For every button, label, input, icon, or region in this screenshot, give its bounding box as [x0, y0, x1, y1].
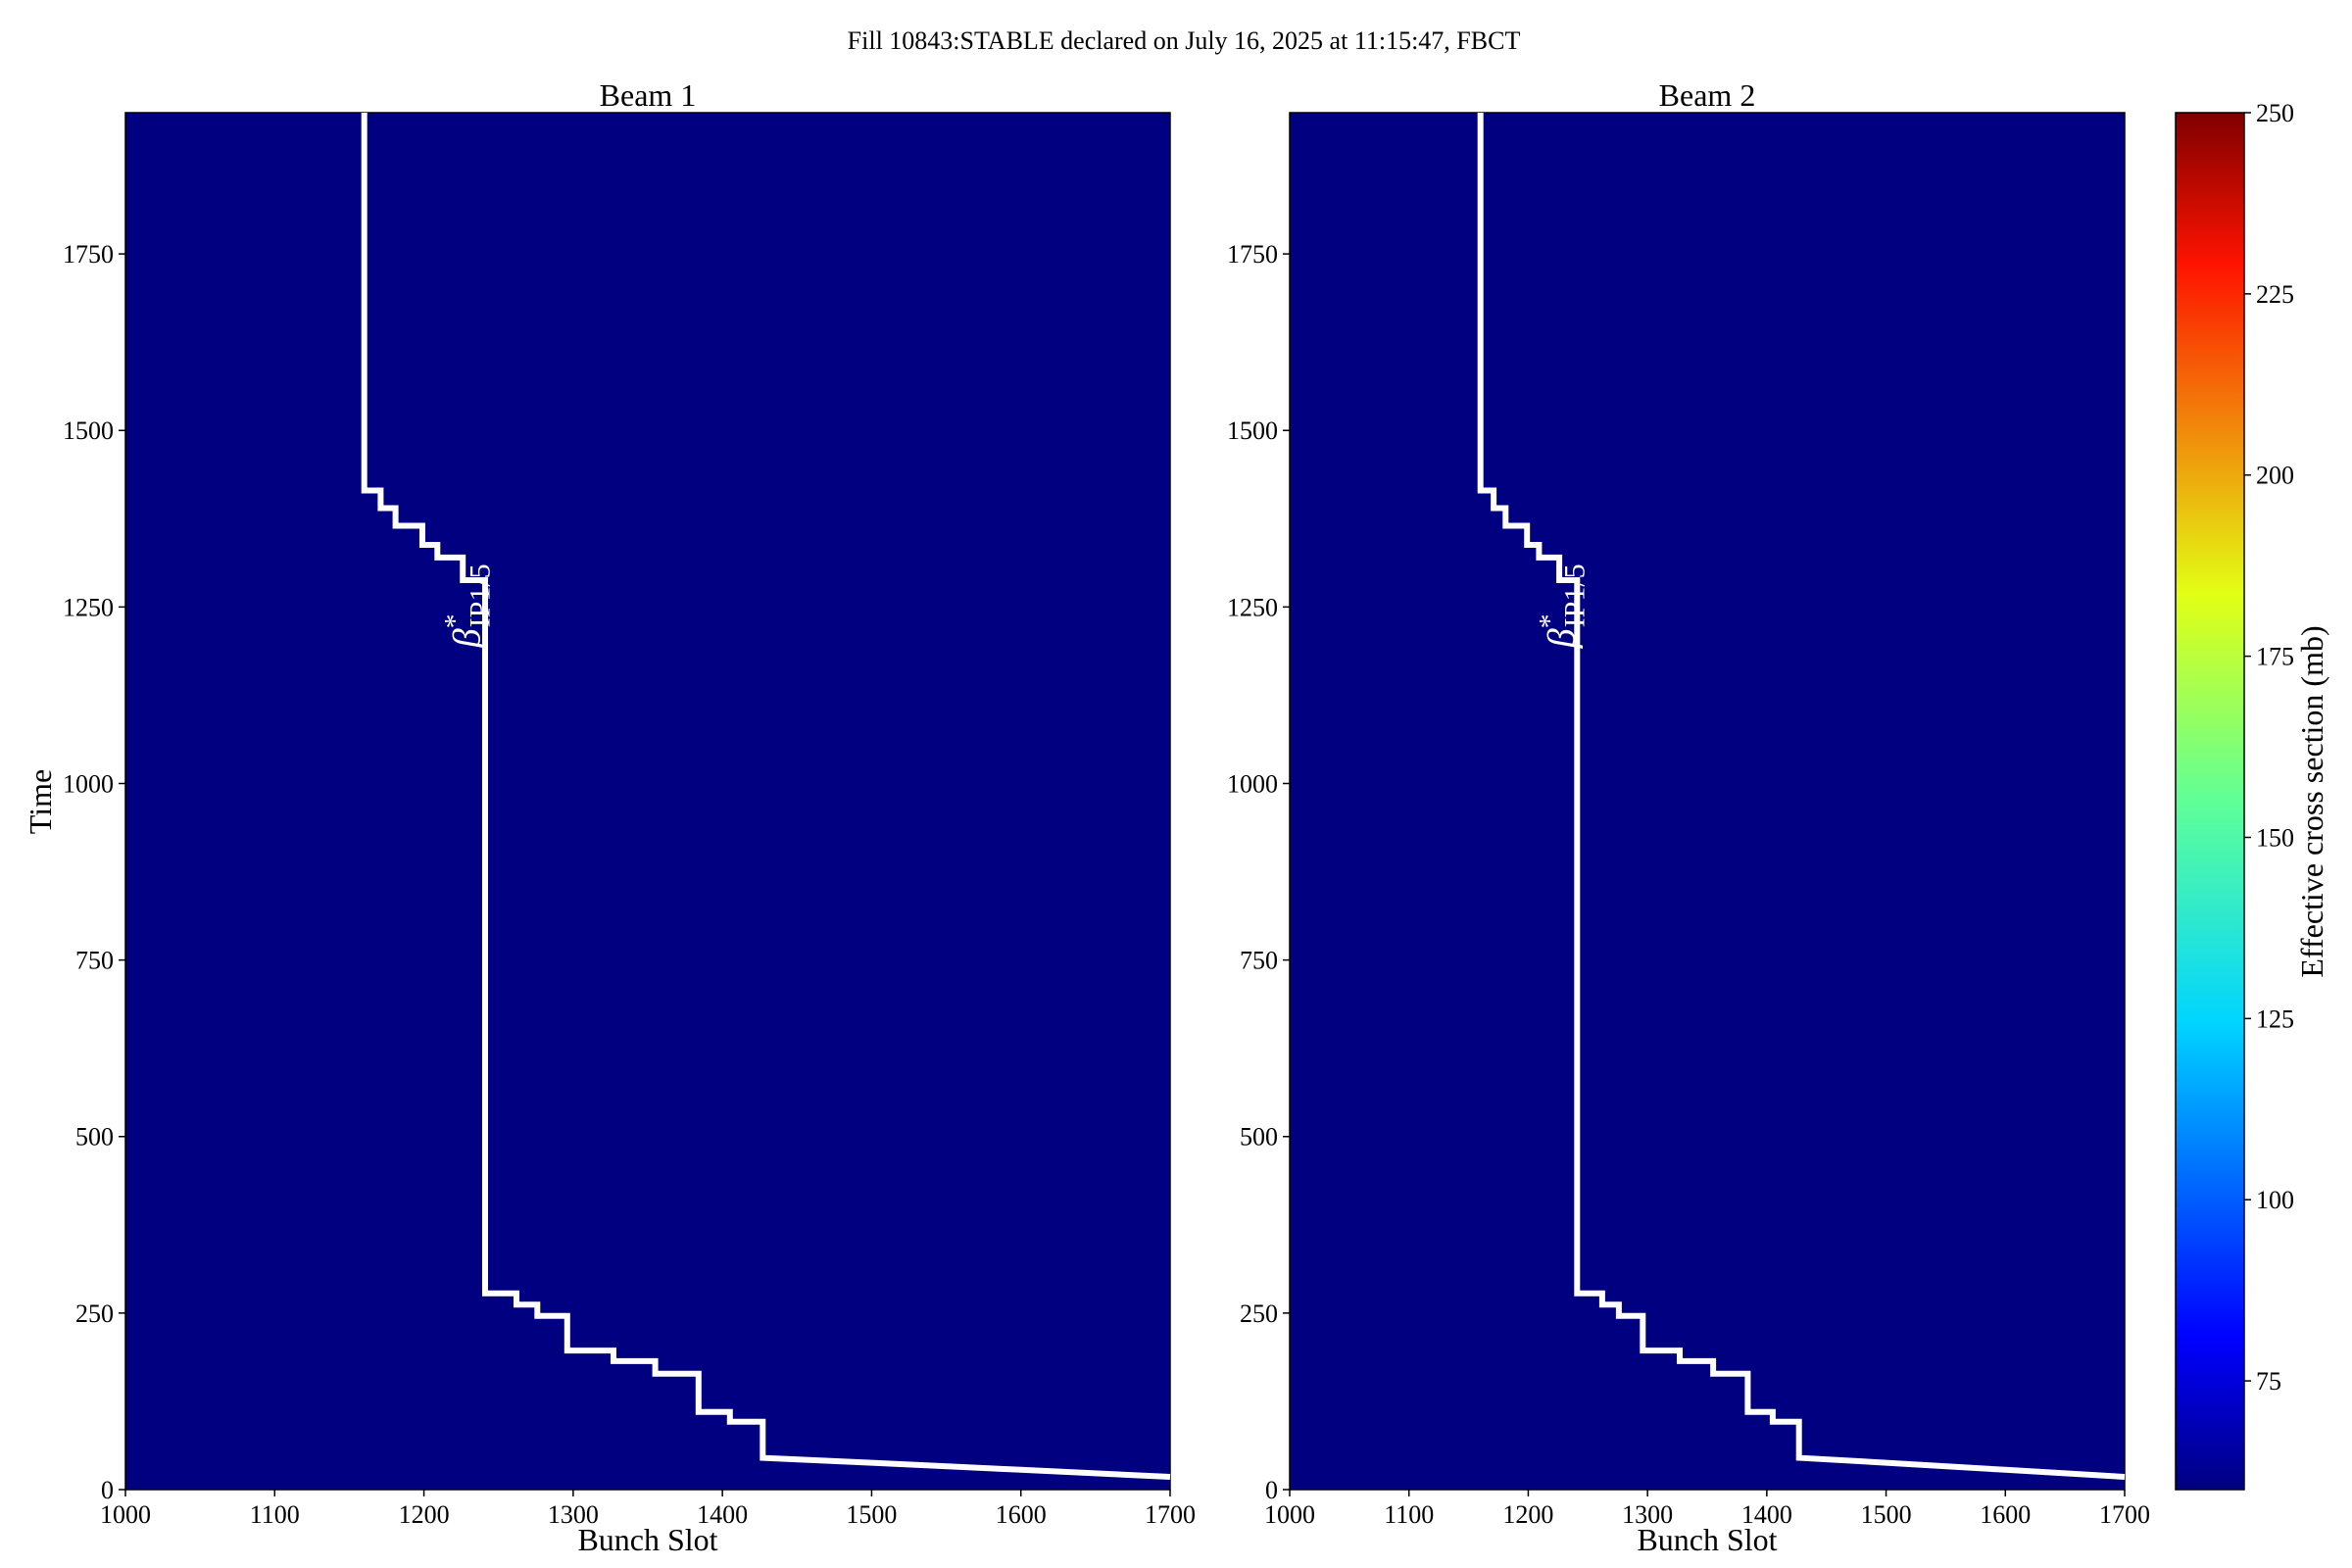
y-tick-label: 1750	[1227, 240, 1278, 269]
beta-star-annotation-beam-1: β*IP1/5	[438, 564, 496, 649]
colorbar-tick-label: 175	[2256, 643, 2294, 671]
beta-subscript: IP1/5	[464, 564, 496, 627]
y-tick-label: 1250	[63, 593, 114, 621]
colorbar-tick-label: 100	[2256, 1186, 2294, 1214]
y-ticks-beam-1: 0 250 500 750 1000 1250 1500 1750	[63, 240, 125, 1504]
colorbar-gradient	[2175, 112, 2245, 1491]
series-line-beam-1	[361, 113, 1171, 1480]
colorbar: 75 100 125 150 175 200 225 250 Effective cross …	[2175, 99, 2329, 1491]
panel-title-beam-2: Beam 2	[1659, 77, 1756, 113]
x-tick-label: 1000	[1264, 1500, 1315, 1529]
colorbar-ticks: 75 100 125 150 175 200 225 250	[2244, 99, 2294, 1396]
x-tick-label: 1600	[996, 1500, 1047, 1529]
y-ticks-beam-2: 0 250 500 750 1000 1250 1500 1750	[1227, 240, 1290, 1504]
x-tick-label: 1300	[1622, 1500, 1673, 1529]
y-tick-label: 1250	[1227, 593, 1278, 621]
x-tick-label: 1600	[1980, 1500, 2031, 1529]
x-ticks-beam-1: 1000 1100 1200 1300 1400 1500 1600 1700	[100, 1490, 1196, 1529]
x-ticks-beam-2: 1000 1100 1200 1300 1400 1500 1600 1700	[1264, 1490, 2150, 1529]
colorbar-tick-label: 250	[2256, 99, 2294, 127]
colorbar-tick-label: 200	[2256, 462, 2294, 490]
y-tick-label: 750	[75, 947, 114, 975]
series-line-beam-2	[1477, 113, 2126, 1480]
x-axis-label-beam-2: Bunch Slot	[1637, 1522, 1777, 1557]
y-tick-label: 500	[1240, 1123, 1278, 1152]
y-tick-label: 0	[1265, 1476, 1278, 1504]
panel-beam-1: Beam 1 1000 1100 1200 1300 1400 1500 1600 1700 …	[23, 77, 1196, 1557]
colorbar-tick-label: 75	[2256, 1367, 2281, 1396]
x-tick-label: 1700	[1145, 1500, 1196, 1529]
y-tick-label: 250	[75, 1299, 114, 1328]
panel-title-beam-1: Beam 1	[600, 77, 697, 113]
y-tick-label: 1500	[1227, 416, 1278, 445]
plot-area-beam-2	[1289, 112, 2126, 1491]
colorbar-tick-label: 125	[2256, 1004, 2294, 1033]
y-tick-label: 250	[1240, 1299, 1278, 1328]
beta-superscript: *	[438, 613, 470, 628]
figure-suptitle: Fill 10843:STABLE declared on July 16, 2…	[848, 26, 1521, 55]
x-tick-label: 1500	[1861, 1500, 1912, 1529]
panel-beam-2: Beam 2 1000 1100 1200 1300 1400 1500 1600 1700 …	[1227, 77, 2150, 1557]
x-tick-label: 1100	[1384, 1500, 1434, 1529]
beta-superscript: *	[1533, 613, 1565, 628]
x-tick-label: 1100	[250, 1500, 300, 1529]
beta-symbol: β	[444, 628, 488, 649]
beta-subscript: IP1/5	[1558, 564, 1591, 627]
y-tick-label: 1000	[63, 769, 114, 798]
x-tick-label: 1700	[2099, 1500, 2150, 1529]
beta-symbol: β	[1539, 628, 1583, 649]
y-tick-label: 750	[1240, 947, 1278, 975]
x-tick-label: 1000	[100, 1500, 151, 1529]
y-tick-label: 1750	[63, 240, 114, 269]
x-tick-label: 1300	[548, 1500, 599, 1529]
x-axis-label-beam-1: Bunch Slot	[577, 1522, 717, 1557]
y-tick-label: 1500	[63, 416, 114, 445]
y-tick-label: 500	[75, 1123, 114, 1152]
x-tick-label: 1400	[697, 1500, 748, 1529]
x-tick-label: 1400	[1741, 1500, 1792, 1529]
beta-star-annotation-beam-2: β*IP1/5	[1533, 564, 1591, 649]
x-tick-label: 1200	[399, 1500, 450, 1529]
colorbar-label: Effective cross section (mb)	[2294, 625, 2329, 977]
colorbar-tick-label: 150	[2256, 823, 2294, 852]
y-axis-label: Time	[23, 769, 58, 834]
y-tick-label: 1000	[1227, 769, 1278, 798]
x-tick-label: 1200	[1502, 1500, 1553, 1529]
plot-area-beam-1	[124, 112, 1171, 1491]
colorbar-tick-label: 225	[2256, 280, 2294, 309]
y-tick-label: 0	[101, 1476, 114, 1504]
x-tick-label: 1500	[846, 1500, 897, 1529]
